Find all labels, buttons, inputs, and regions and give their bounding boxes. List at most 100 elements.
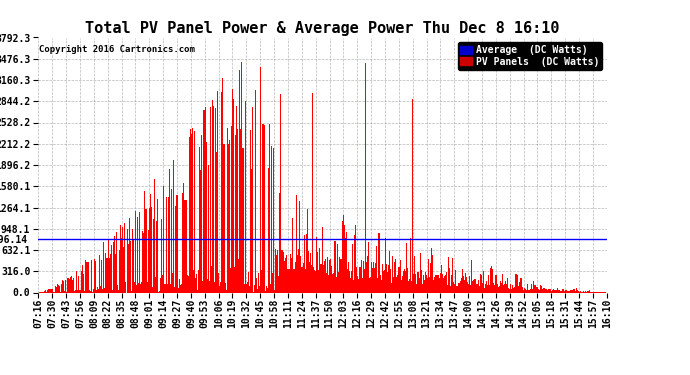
Bar	[117, 285, 118, 292]
Bar	[432, 255, 433, 292]
Bar	[357, 276, 358, 292]
Bar	[390, 269, 391, 292]
Bar	[487, 285, 488, 292]
Bar	[397, 275, 399, 292]
Bar	[172, 273, 173, 292]
Bar	[164, 284, 166, 292]
Bar	[180, 285, 181, 292]
Bar	[395, 260, 396, 292]
Bar	[501, 284, 502, 292]
Bar	[560, 291, 561, 292]
Bar	[461, 278, 462, 292]
Bar	[447, 285, 448, 292]
Bar	[150, 207, 152, 292]
Bar	[194, 131, 195, 292]
Legend: Average  (DC Watts), PV Panels  (DC Watts): Average (DC Watts), PV Panels (DC Watts)	[457, 42, 602, 70]
Bar	[578, 291, 579, 292]
Bar	[502, 274, 503, 292]
Bar	[196, 274, 197, 292]
Bar	[299, 201, 300, 292]
Bar	[332, 274, 333, 292]
Bar	[267, 288, 268, 292]
Bar	[465, 273, 466, 292]
Bar	[191, 134, 192, 292]
Bar	[297, 255, 298, 292]
Bar	[394, 262, 395, 292]
Bar	[134, 282, 135, 292]
Bar	[507, 278, 508, 292]
Bar	[489, 285, 490, 292]
Bar	[377, 278, 378, 292]
Bar	[580, 291, 581, 292]
Bar	[561, 291, 562, 292]
Bar	[234, 267, 235, 292]
Bar	[72, 278, 74, 292]
Bar	[340, 259, 342, 292]
Bar	[258, 273, 259, 292]
Bar	[124, 223, 126, 292]
Bar	[495, 274, 497, 292]
Bar	[492, 270, 493, 292]
Bar	[63, 281, 64, 292]
Bar	[188, 137, 190, 292]
Bar	[383, 271, 384, 292]
Bar	[336, 277, 337, 292]
Bar	[320, 264, 322, 292]
Bar	[56, 286, 57, 292]
Bar	[262, 124, 264, 292]
Bar	[430, 263, 431, 292]
Bar	[97, 287, 98, 292]
Bar	[381, 280, 382, 292]
Bar	[393, 277, 394, 292]
Bar	[338, 273, 339, 292]
Bar	[437, 274, 439, 292]
Bar	[153, 219, 154, 292]
Bar	[184, 200, 186, 292]
Bar	[171, 189, 172, 292]
Bar	[427, 278, 428, 292]
Bar	[212, 100, 213, 292]
Bar	[104, 288, 106, 292]
Bar	[50, 289, 52, 292]
Bar	[266, 286, 267, 292]
Bar	[326, 273, 327, 292]
Bar	[519, 282, 520, 292]
Bar	[355, 225, 356, 292]
Bar	[530, 288, 531, 292]
Bar	[92, 289, 94, 292]
Bar	[235, 135, 236, 292]
Bar	[333, 273, 334, 292]
Bar	[250, 130, 251, 292]
Bar	[199, 147, 200, 292]
Bar	[549, 289, 551, 292]
Bar	[306, 234, 307, 292]
Bar	[371, 262, 372, 292]
Bar	[122, 227, 124, 292]
Bar	[287, 268, 288, 292]
Bar	[76, 272, 77, 292]
Bar	[529, 290, 530, 292]
Bar	[293, 268, 294, 292]
Bar	[270, 284, 271, 292]
Bar	[88, 291, 90, 292]
Bar	[363, 261, 364, 292]
Bar	[106, 258, 108, 292]
Bar	[246, 284, 247, 292]
Bar	[533, 280, 535, 292]
Bar	[462, 269, 463, 292]
Bar	[216, 152, 217, 292]
Bar	[325, 259, 326, 292]
Bar	[539, 290, 540, 292]
Bar	[411, 281, 412, 292]
Bar	[535, 287, 537, 292]
Bar	[504, 284, 505, 292]
Bar	[193, 270, 194, 292]
Bar	[451, 275, 452, 292]
Bar	[559, 290, 560, 292]
Bar	[59, 286, 60, 292]
Bar	[313, 267, 314, 292]
Bar	[412, 99, 413, 292]
Bar	[298, 249, 299, 292]
Bar	[380, 276, 381, 292]
Bar	[526, 290, 527, 292]
